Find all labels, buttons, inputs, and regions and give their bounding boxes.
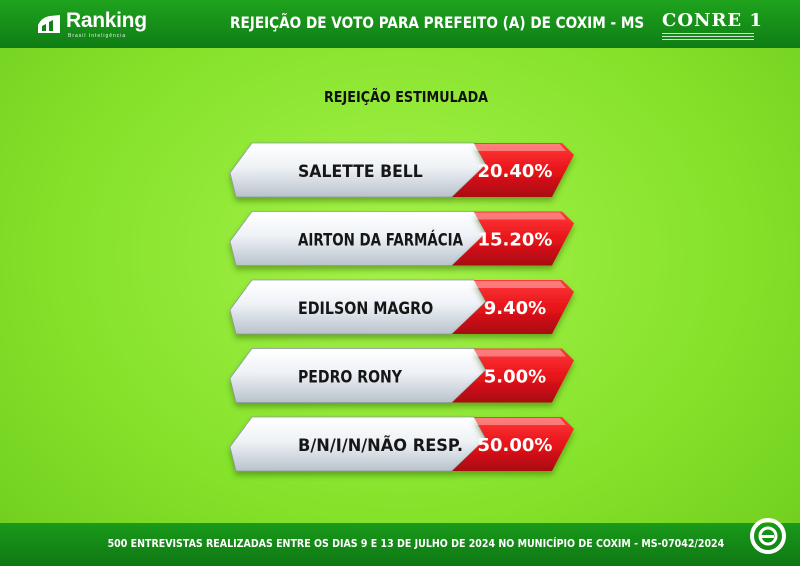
value-bar [452, 280, 574, 334]
ranking-logo-icon [38, 15, 60, 33]
value-bar [452, 211, 574, 266]
data-label: 9.40% [484, 298, 546, 319]
conre-emblem-icon [662, 33, 754, 40]
bar-gloss [246, 144, 566, 151]
bar-gloss [246, 281, 566, 288]
header-bar: Ranking Brasil Inteligência REJEIÇÃO DE … [0, 0, 800, 48]
footer-bar: 500 ENTREVISTAS REALIZADAS ENTRE OS DIAS… [0, 523, 800, 566]
e-circle-icon [750, 518, 786, 554]
data-label: 15.20% [478, 230, 553, 251]
bar-row: SALETTE BELL 20.40% [229, 142, 574, 198]
bar-row: AIRTON DA FARMÁCIA 15.20% [229, 211, 574, 266]
bar-row: EDILSON MAGRO 9.40% [229, 279, 574, 335]
brand-name: Ranking [66, 9, 147, 32]
category-label: PEDRO RONY [298, 368, 403, 388]
bar-row: PEDRO RONY 5.00% [229, 348, 574, 403]
data-label: 20.40% [478, 161, 553, 182]
category-label: SALETTE BELL [298, 162, 423, 182]
value-bar [452, 417, 574, 471]
value-bar [452, 143, 574, 197]
data-label: 50.00% [478, 435, 553, 456]
category-label: AIRTON DA FARMÁCIA [298, 229, 464, 251]
category-label: EDILSON MAGRO [298, 299, 433, 319]
chart-title: REJEIÇÃO ESTIMULADA [323, 88, 489, 106]
bar-gloss [246, 212, 566, 220]
brand-tagline: Brasil Inteligência [68, 33, 127, 39]
bar-gloss [246, 418, 566, 425]
page-title: REJEIÇÃO DE VOTO PARA PREFEITO (A) DE CO… [230, 13, 645, 32]
value-bar [452, 348, 574, 403]
bar-gloss [246, 349, 566, 357]
partner-name: CONRE 1 [662, 10, 763, 31]
bar-row: B/N/I/N/NÃO RESP. 50.00% [229, 416, 574, 472]
data-label: 5.00% [484, 367, 546, 388]
footer-note: 500 ENTREVISTAS REALIZADAS ENTRE OS DIAS… [107, 537, 725, 550]
category-label: B/N/I/N/NÃO RESP. [298, 433, 463, 456]
